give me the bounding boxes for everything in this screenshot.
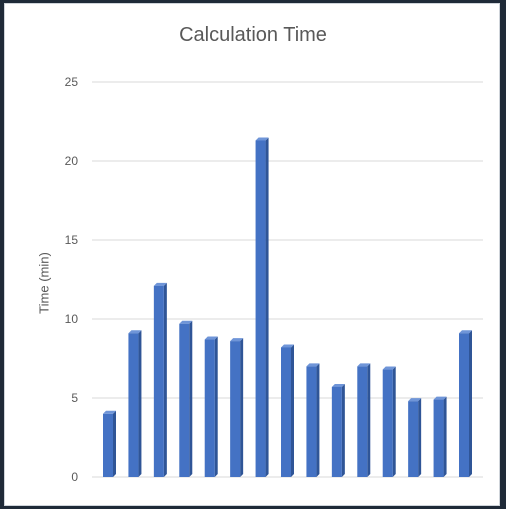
bar-12 xyxy=(382,369,393,477)
bar-11 xyxy=(357,366,368,477)
bar-top-11 xyxy=(357,363,371,367)
bar-top-15 xyxy=(459,330,472,334)
bar-side-2 xyxy=(138,330,142,477)
bar-top-1 xyxy=(103,410,116,414)
bar-top-5 xyxy=(204,336,218,340)
bar-side-7 xyxy=(265,137,269,477)
bar-side-8 xyxy=(291,344,294,477)
bar-side-14 xyxy=(443,396,447,477)
bar-14 xyxy=(433,399,444,477)
bar-1 xyxy=(103,413,113,477)
bar-top-9 xyxy=(306,363,320,367)
bar-side-12 xyxy=(392,366,396,477)
y-tick-label-15: 15 xyxy=(65,233,79,247)
bar-7 xyxy=(255,140,266,477)
bar-side-3 xyxy=(163,282,167,477)
bar-top-12 xyxy=(382,366,396,370)
bar-side-15 xyxy=(469,330,472,477)
bar-9 xyxy=(306,366,317,477)
bar-side-1 xyxy=(113,410,116,477)
bar-4 xyxy=(179,323,190,477)
y-tick-label-25: 25 xyxy=(65,75,79,89)
bar-side-11 xyxy=(367,363,371,477)
bar-top-14 xyxy=(433,396,447,400)
bar-top-10 xyxy=(331,383,345,387)
bar-side-13 xyxy=(418,398,422,477)
bar-side-6 xyxy=(240,338,244,477)
bar-2 xyxy=(128,333,139,477)
bar-top-2 xyxy=(128,330,142,334)
bar-side-5 xyxy=(214,336,218,477)
bar-10 xyxy=(331,386,342,477)
bar-side-9 xyxy=(316,363,320,477)
y-tick-label-10: 10 xyxy=(65,312,79,326)
bar-6 xyxy=(230,341,241,477)
bar-top-4 xyxy=(179,320,193,324)
y-tick-label-20: 20 xyxy=(65,154,79,168)
bar-top-8 xyxy=(281,344,294,348)
bar-13 xyxy=(408,401,419,477)
bar-5 xyxy=(204,339,215,477)
chart-title: Calculation Time xyxy=(179,24,327,46)
bar-8 xyxy=(281,347,291,477)
bar-side-10 xyxy=(341,383,345,477)
bar-side-4 xyxy=(189,320,193,477)
bar-top-13 xyxy=(408,398,422,402)
bar-3 xyxy=(153,285,164,477)
y-tick-label-5: 5 xyxy=(71,391,78,405)
bar-top-3 xyxy=(153,282,167,286)
y-tick-label-0: 0 xyxy=(71,470,78,484)
bar-15 xyxy=(459,333,469,477)
bar-top-6 xyxy=(230,338,244,342)
bar-top-7 xyxy=(255,137,269,141)
